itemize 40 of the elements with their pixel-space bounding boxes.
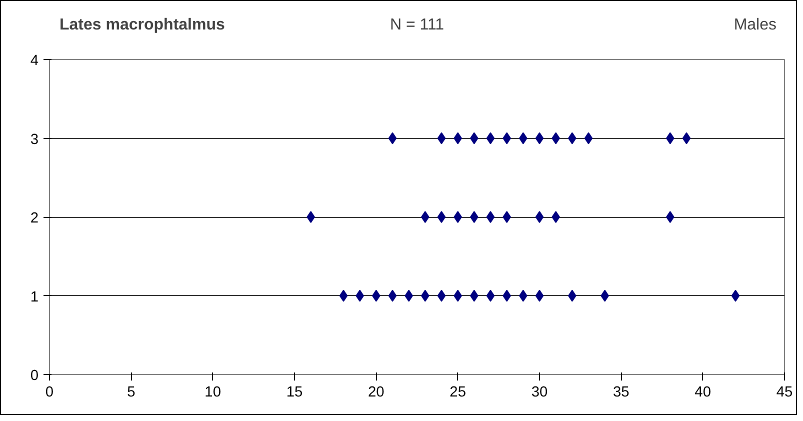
x-tick-label: 45 bbox=[776, 384, 793, 400]
point bbox=[421, 211, 430, 223]
x-tick-label: 30 bbox=[531, 384, 548, 400]
point bbox=[584, 132, 593, 144]
y-tick-label: 4 bbox=[30, 53, 39, 69]
point bbox=[486, 290, 495, 302]
point bbox=[388, 290, 397, 302]
point bbox=[666, 211, 674, 223]
x-tick-label: 40 bbox=[694, 384, 711, 400]
point bbox=[437, 211, 446, 223]
point bbox=[306, 211, 315, 223]
point bbox=[502, 211, 511, 223]
y-tick-label: 2 bbox=[30, 210, 39, 226]
text: Males bbox=[734, 16, 777, 34]
point bbox=[486, 132, 495, 144]
x-tick-label: 20 bbox=[368, 384, 384, 400]
point bbox=[535, 211, 544, 223]
point bbox=[437, 132, 446, 144]
point bbox=[339, 290, 348, 302]
y-tick-label: 0 bbox=[30, 368, 39, 384]
chart-title: Lates macrophtalmus bbox=[60, 16, 225, 34]
x-tick-label: 0 bbox=[45, 384, 54, 400]
point bbox=[437, 290, 446, 302]
point bbox=[552, 211, 560, 223]
y-tick-label: 3 bbox=[30, 132, 39, 148]
x-tick-label: 15 bbox=[286, 384, 303, 400]
y-tick-label: 1 bbox=[30, 289, 39, 306]
point bbox=[454, 211, 462, 223]
point bbox=[486, 211, 495, 223]
x-tick-label: 5 bbox=[127, 384, 136, 400]
chart-subtitle: N = 111 bbox=[390, 16, 444, 34]
point bbox=[682, 132, 691, 144]
x-tick-label: 35 bbox=[613, 384, 630, 400]
point bbox=[388, 132, 397, 144]
point bbox=[535, 290, 544, 302]
x-tick-label: 10 bbox=[204, 384, 221, 400]
point bbox=[535, 132, 544, 144]
point bbox=[731, 290, 740, 302]
x-tick-label: 25 bbox=[450, 384, 466, 400]
point bbox=[470, 211, 478, 223]
